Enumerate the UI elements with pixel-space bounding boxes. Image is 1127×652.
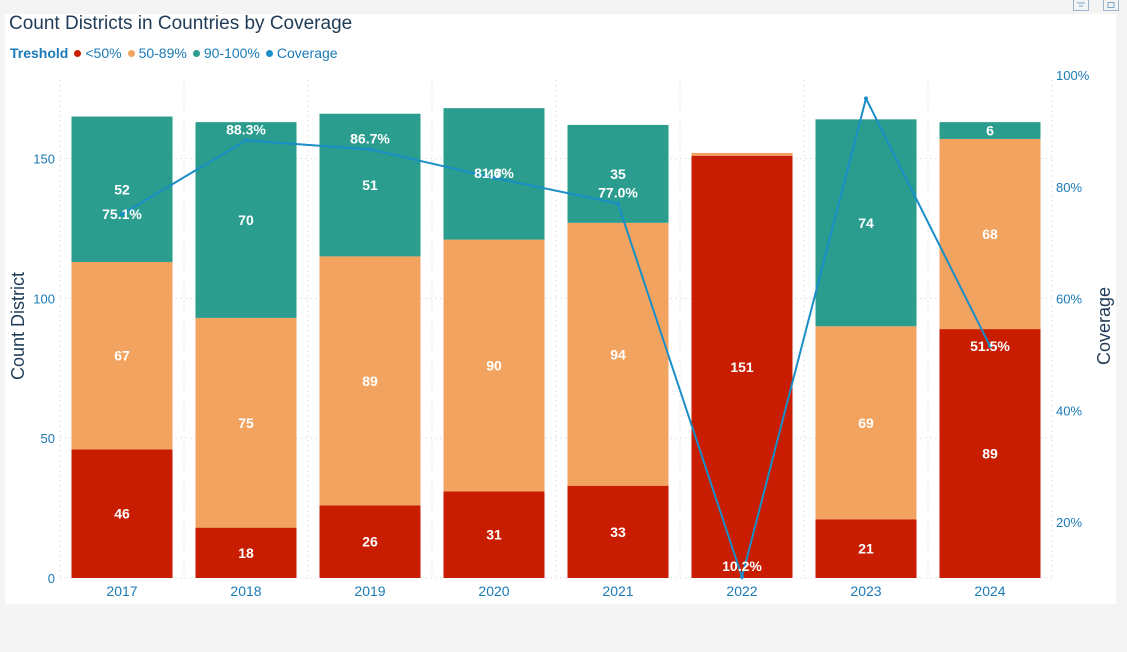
coverage-value-label: 75.1% bbox=[102, 206, 142, 222]
bar-2018-0[interactable] bbox=[195, 527, 297, 578]
bar-2017-0[interactable] bbox=[71, 449, 173, 578]
bar-2017-2[interactable] bbox=[71, 116, 173, 262]
bar-2019-1[interactable] bbox=[319, 256, 421, 506]
coverage-value-label: 81.6% bbox=[474, 165, 514, 181]
bar-2019-0[interactable] bbox=[319, 505, 421, 578]
x-axis-tick-label: 2021 bbox=[602, 583, 633, 599]
coverage-value-label: 86.7% bbox=[350, 130, 390, 146]
x-axis-tick-label: 2017 bbox=[106, 583, 137, 599]
bar-value-label: 89 bbox=[982, 446, 998, 462]
coverage-line[interactable] bbox=[121, 95, 991, 581]
legend-swatch-coverage bbox=[265, 49, 273, 57]
bar-value-label: 33 bbox=[610, 524, 626, 540]
coverage-point[interactable] bbox=[120, 212, 124, 217]
bar-2024-0[interactable] bbox=[939, 329, 1041, 578]
x-axis-tick-label: 2023 bbox=[850, 583, 881, 599]
bar-value-label: 46 bbox=[114, 506, 130, 522]
legend-swatch-under-50 bbox=[74, 49, 82, 57]
x-axis-tick-label: 2019 bbox=[354, 583, 385, 599]
bar-2017-1[interactable] bbox=[71, 261, 173, 450]
bar-value-label: 26 bbox=[362, 534, 378, 550]
legend: Treshold <50% 50-89% 90-100% Coverage bbox=[10, 45, 344, 61]
bar-value-label: 89 bbox=[362, 373, 378, 389]
bar-value-label: 18 bbox=[238, 545, 254, 561]
y2-axis-tick-label: 60% bbox=[1056, 292, 1082, 307]
coverage-point[interactable] bbox=[740, 574, 744, 579]
coverage-point[interactable] bbox=[492, 175, 496, 180]
bar-2018-1[interactable] bbox=[195, 317, 297, 528]
y2-axis-title: Coverage bbox=[1094, 287, 1114, 365]
bar-value-label: 90 bbox=[486, 357, 502, 373]
bar-value-label: 75 bbox=[238, 415, 254, 431]
bar-value-label: 52 bbox=[114, 181, 130, 197]
legend-label: Coverage bbox=[276, 45, 338, 61]
coverage-value-label: 77.0% bbox=[598, 185, 638, 201]
y-axis-title: Count District bbox=[8, 272, 28, 380]
bar-2022-1[interactable] bbox=[691, 152, 793, 156]
coverage-point[interactable] bbox=[244, 138, 248, 143]
x-axis-tick-label: 2020 bbox=[478, 583, 509, 599]
bar-2021-0[interactable] bbox=[567, 485, 669, 578]
legend-swatch-50-89 bbox=[127, 49, 135, 57]
coverage-point[interactable] bbox=[864, 96, 868, 101]
bar-value-label: 31 bbox=[486, 527, 502, 543]
bar-2022-0[interactable] bbox=[691, 155, 793, 578]
bar-value-label: 70 bbox=[238, 212, 254, 228]
coverage-point[interactable] bbox=[616, 201, 620, 206]
y2-axis-tick-label: 40% bbox=[1056, 403, 1082, 418]
legend-item-coverage[interactable]: Coverage bbox=[265, 45, 338, 61]
bar-value-label: 21 bbox=[858, 541, 874, 557]
coverage-value-label: 88.3% bbox=[226, 121, 266, 137]
bar-value-label: 69 bbox=[858, 415, 874, 431]
legend-label: <50% bbox=[85, 45, 122, 61]
bar-2024-1[interactable] bbox=[939, 138, 1041, 330]
chart-card bbox=[5, 14, 1116, 604]
bar-2023-2[interactable] bbox=[815, 119, 917, 327]
focus-mode-icon[interactable] bbox=[1103, 0, 1119, 11]
y2-axis-tick-label: 80% bbox=[1056, 180, 1082, 195]
coverage-point[interactable] bbox=[368, 147, 372, 152]
bar-2023-1[interactable] bbox=[815, 326, 917, 520]
bar-value-label: 151 bbox=[730, 359, 754, 375]
bar-value-label: 74 bbox=[858, 215, 874, 231]
coverage-value-label: 51.5% bbox=[970, 338, 1010, 354]
bar-value-label: 68 bbox=[982, 226, 998, 242]
y2-axis-tick-label: 100% bbox=[1056, 68, 1090, 83]
legend-label: 90-100% bbox=[203, 45, 260, 61]
bar-2020-1[interactable] bbox=[443, 239, 545, 492]
chart-title: Count Districts in Countries by Coverage bbox=[9, 13, 353, 34]
coverage-value-label: 10.2% bbox=[722, 558, 762, 574]
bar-2021-1[interactable] bbox=[567, 222, 669, 486]
bar-value-label: 35 bbox=[610, 166, 626, 182]
bar-2020-2[interactable] bbox=[443, 108, 545, 240]
bar-2024-2[interactable] bbox=[939, 122, 1041, 139]
legend-item-50-89[interactable]: 50-89% bbox=[127, 45, 187, 61]
y2-axis-tick-label: 20% bbox=[1056, 515, 1082, 530]
visual-header-icons bbox=[1073, 0, 1119, 11]
x-axis-tick-label: 2022 bbox=[726, 583, 757, 599]
filter-icon[interactable] bbox=[1073, 0, 1089, 11]
bar-2023-0[interactable] bbox=[815, 519, 917, 578]
bar-2020-0[interactable] bbox=[443, 491, 545, 578]
x-axis-tick-label: 2018 bbox=[230, 583, 261, 599]
legend-item-under-50[interactable]: <50% bbox=[74, 45, 122, 61]
y-axis-tick-label: 100 bbox=[33, 291, 55, 306]
legend-item-90-100[interactable]: 90-100% bbox=[192, 45, 260, 61]
coverage-point[interactable] bbox=[988, 344, 992, 349]
y-axis-tick-label: 150 bbox=[33, 152, 55, 167]
legend-title: Treshold bbox=[10, 45, 69, 61]
y-axis-tick-label: 50 bbox=[41, 431, 55, 446]
bar-value-label: 6 bbox=[986, 123, 994, 139]
bar-2018-2[interactable] bbox=[195, 122, 297, 318]
bar-value-label: 94 bbox=[610, 346, 626, 362]
x-axis-tick-label: 2024 bbox=[974, 583, 1005, 599]
bar-value-label: 67 bbox=[114, 348, 130, 364]
legend-swatch-90-100 bbox=[192, 49, 200, 57]
legend-label: 50-89% bbox=[138, 45, 187, 61]
bar-value-label: 51 bbox=[362, 177, 378, 193]
bar-2019-2[interactable] bbox=[319, 113, 421, 257]
y-axis-tick-label: 0 bbox=[48, 571, 55, 586]
